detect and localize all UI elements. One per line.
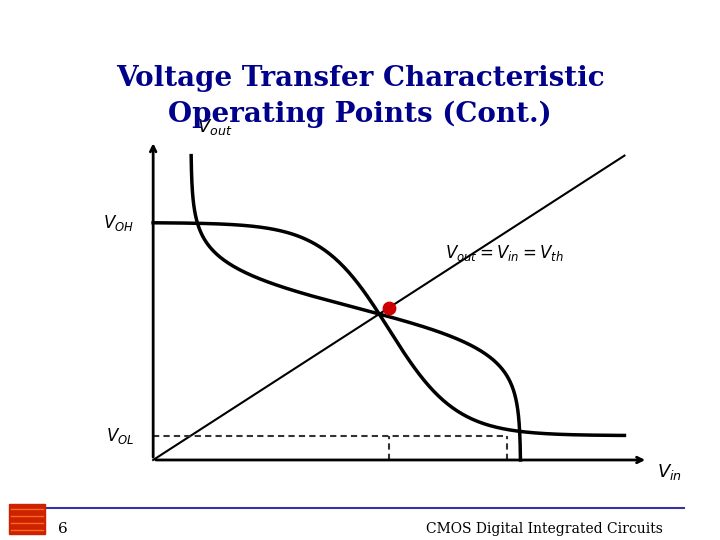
Text: $V_{OL}$: $V_{OL}$ bbox=[106, 426, 135, 446]
Text: CMOS Digital Integrated Circuits: CMOS Digital Integrated Circuits bbox=[426, 522, 662, 536]
Text: $V_{out}$: $V_{out}$ bbox=[197, 117, 232, 137]
Text: 6: 6 bbox=[58, 522, 68, 536]
Text: Voltage Transfer Characteristic
Operating Points (Cont.): Voltage Transfer Characteristic Operatin… bbox=[116, 65, 604, 127]
Text: $V_{OH}$: $V_{OH}$ bbox=[104, 213, 135, 233]
Text: $V_{in}$: $V_{in}$ bbox=[657, 462, 683, 482]
Point bbox=[383, 303, 395, 312]
Text: $V_{out} = V_{in} = V_{th}$: $V_{out} = V_{in} = V_{th}$ bbox=[446, 243, 564, 263]
Bar bbox=[9, 504, 45, 534]
